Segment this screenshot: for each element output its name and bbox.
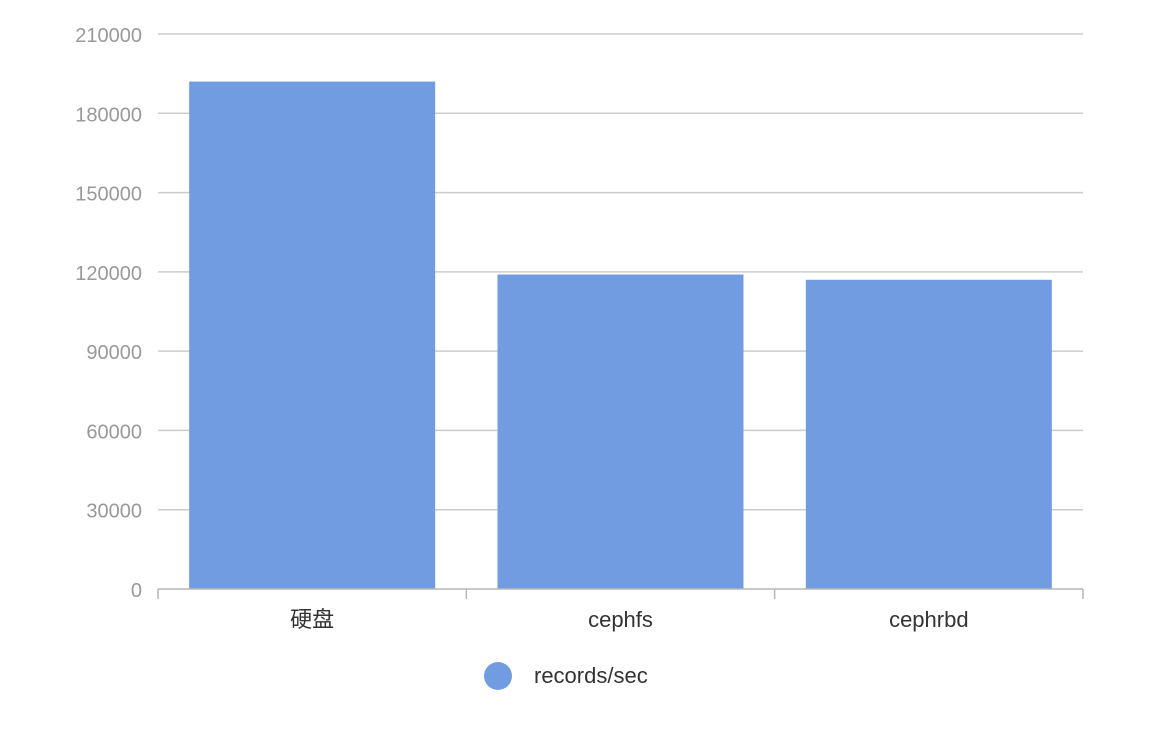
y-tick-label: 120000 <box>75 263 142 285</box>
y-tick-label: 180000 <box>75 104 142 126</box>
x-tick-label: cephfs <box>588 607 653 632</box>
bar[interactable] <box>805 279 1052 589</box>
y-tick-labels: 0 30000 60000 90000 120000 150000 180000 210000 <box>75 25 142 602</box>
y-tick-label: 0 <box>131 580 142 602</box>
y-tick-label: 30000 <box>86 501 142 523</box>
x-axis <box>157 588 1084 599</box>
y-tick-label: 90000 <box>86 342 142 364</box>
bar[interactable] <box>497 274 744 590</box>
bars <box>189 81 1052 590</box>
legend[interactable]: records/sec <box>484 662 648 690</box>
bar[interactable] <box>189 81 436 590</box>
legend-label: records/sec <box>534 663 648 688</box>
x-tick-label: cephrbd <box>889 607 969 632</box>
y-tick-label: 60000 <box>86 421 142 443</box>
x-tick-labels: 硬盘 cephfs cephrbd <box>290 607 968 632</box>
y-tick-label: 210000 <box>75 25 142 47</box>
y-tick-label: 150000 <box>75 184 142 206</box>
x-tick-label: 硬盘 <box>290 607 334 632</box>
legend-swatch <box>484 662 512 690</box>
